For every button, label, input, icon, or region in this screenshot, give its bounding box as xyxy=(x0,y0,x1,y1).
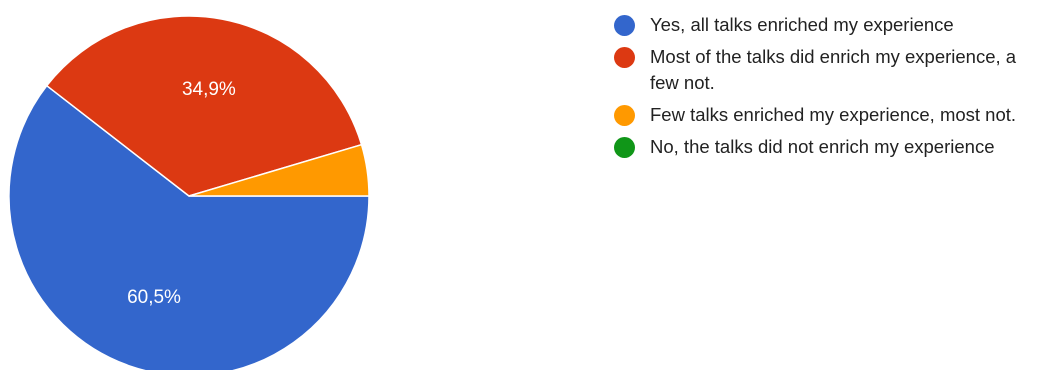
legend-label: Most of the talks did enrich my experien… xyxy=(650,46,1017,93)
legend-swatch xyxy=(614,15,635,36)
legend-swatch xyxy=(614,105,635,126)
legend-item-2[interactable]: Few talks enriched my experience, most n… xyxy=(614,102,1044,128)
legend-item-0[interactable]: Yes, all talks enriched my experience xyxy=(614,12,1044,38)
pie-slice-0[interactable] xyxy=(8,84,370,370)
slice-label-0: 60,5% xyxy=(127,287,181,308)
legend-label: Yes, all talks enriched my experience xyxy=(650,14,954,35)
legend-label: No, the talks did not enrich my experien… xyxy=(650,136,995,157)
legend-item-3[interactable]: No, the talks did not enrich my experien… xyxy=(614,134,1044,160)
legend-swatch xyxy=(614,137,635,158)
pie-chart: 60,5% 34,9% xyxy=(0,0,380,370)
legend: Yes, all talks enriched my experience Mo… xyxy=(614,12,1044,166)
slice-label-1: 34,9% xyxy=(182,79,236,100)
legend-label: Few talks enriched my experience, most n… xyxy=(650,104,1017,125)
pie-slice-1[interactable] xyxy=(45,15,363,197)
legend-swatch xyxy=(614,47,635,68)
pie-slice-2[interactable] xyxy=(188,143,370,197)
legend-item-1[interactable]: Most of the talks did enrich my experien… xyxy=(614,44,1044,96)
pie-svg: 60,5% 34,9% xyxy=(8,15,370,370)
